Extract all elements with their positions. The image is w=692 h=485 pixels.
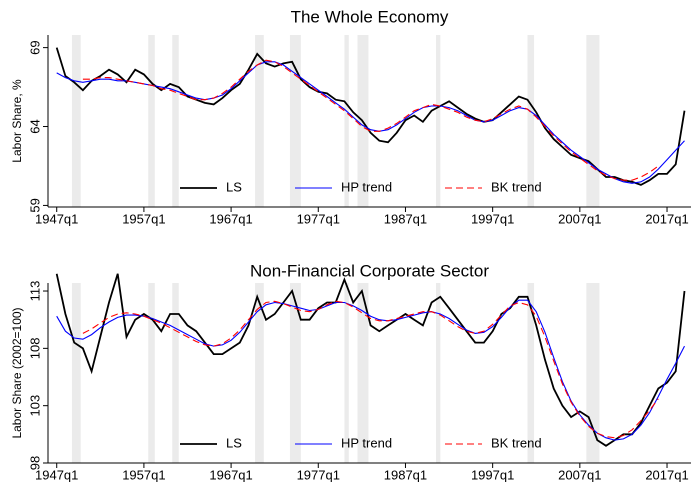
recession-band [344, 283, 349, 463]
plot-area [48, 283, 691, 463]
recession-band [172, 35, 179, 207]
y-axis-label: Labor Share, % [10, 79, 24, 163]
recession-band [172, 283, 179, 463]
y-tick-label: 59 [27, 198, 42, 212]
y-axis-label: Labor Share (2002=100) [10, 307, 24, 438]
y-tick-label: 103 [27, 395, 42, 417]
x-tick-label: 1997q1 [471, 211, 514, 226]
x-tick-label: 1967q1 [209, 467, 252, 482]
recession-band [435, 283, 441, 463]
x-tick-label: 2007q1 [558, 467, 601, 482]
recession-band [344, 35, 349, 207]
legend-label: BK trend [491, 435, 542, 450]
x-tick-label: 1947q1 [35, 211, 78, 226]
recession-band [148, 35, 155, 207]
series-line [56, 61, 685, 184]
recession-band [71, 283, 81, 463]
x-tick-label: 1957q1 [122, 467, 165, 482]
legend-label: HP trend [341, 435, 392, 450]
series-line [82, 300, 659, 439]
recession-band [527, 35, 535, 207]
x-tick-label: 1987q1 [384, 211, 427, 226]
recession-band [586, 35, 600, 207]
y-tick-label: 108 [27, 337, 42, 359]
recession-band [586, 283, 600, 463]
x-tick-label: 1997q1 [471, 467, 514, 482]
series-line [55, 47, 686, 186]
x-tick-label: 1987q1 [384, 467, 427, 482]
chart-title: The Whole Economy [291, 7, 449, 26]
recession-band [255, 35, 264, 207]
chart-title: Non-Financial Corporate Sector [250, 261, 489, 280]
legend-label: LS [226, 435, 242, 450]
recession-band [289, 35, 301, 207]
x-tick-label: 1967q1 [209, 211, 252, 226]
recession-band [148, 283, 155, 463]
recession-band [255, 283, 264, 463]
x-tick-label: 1947q1 [35, 467, 78, 482]
legend-label: LS [226, 179, 242, 194]
x-tick-label: 1957q1 [122, 211, 165, 226]
x-tick-label: 1977q1 [297, 467, 340, 482]
y-tick-label: 64 [27, 119, 42, 133]
recession-band [71, 35, 81, 207]
legend-label: BK trend [491, 179, 542, 194]
series-line [55, 273, 686, 447]
legend-label: HP trend [341, 179, 392, 194]
recession-band [435, 35, 441, 207]
y-tick-label: 113 [27, 281, 42, 302]
x-tick-label: 2017q1 [645, 467, 688, 482]
x-tick-label: 2007q1 [558, 211, 601, 226]
series-line [56, 299, 685, 441]
recession-band [357, 283, 369, 463]
plot-area [48, 35, 691, 207]
y-tick-label: 69 [27, 40, 42, 54]
recession-band [289, 283, 301, 463]
y-tick-label: 98 [27, 456, 42, 470]
recession-band [527, 283, 535, 463]
x-tick-label: 2017q1 [645, 211, 688, 226]
x-tick-label: 1977q1 [297, 211, 340, 226]
